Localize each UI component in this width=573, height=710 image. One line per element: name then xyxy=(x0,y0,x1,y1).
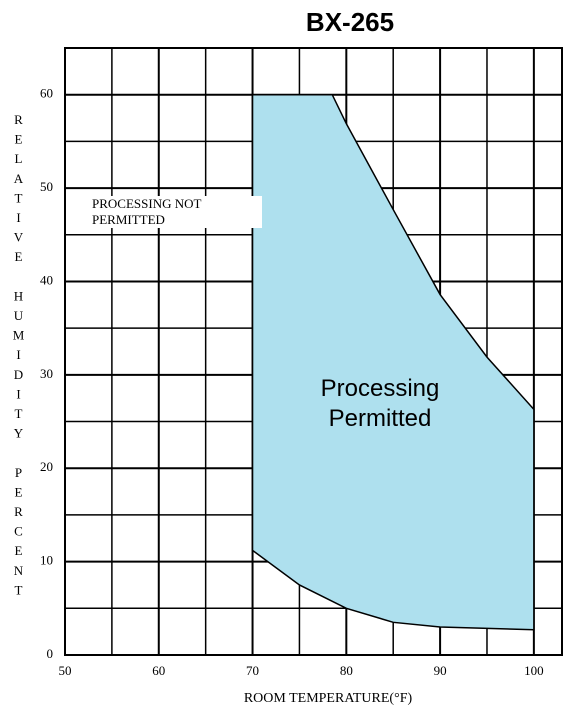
x-tick-label: 60 xyxy=(152,663,165,678)
x-axis-label: ROOM TEMPERATURE(°F) xyxy=(244,691,413,706)
x-tick-label: 80 xyxy=(340,663,353,678)
page: BX-265 ROOM TEMPERATURE(°F) 50 60 70 80 90 10… xyxy=(0,0,573,710)
y-tick-label: 20 xyxy=(40,459,53,474)
y-tick-label: 60 xyxy=(40,86,53,101)
x-tick-label: 70 xyxy=(246,663,259,678)
x-tick-label: 90 xyxy=(434,663,447,678)
chart-title: BX-265 xyxy=(306,7,394,37)
y-tick-label: 30 xyxy=(40,366,53,381)
y-axis-label: RELATIVE HUMIDITY PERCENT xyxy=(10,112,26,602)
y-tick-label: 10 xyxy=(40,553,53,568)
y-tick-label: 0 xyxy=(47,646,54,661)
x-tick-label: 100 xyxy=(524,663,544,678)
annotation: PROCESSING NOT PERMITTED xyxy=(90,196,262,228)
chart: BX-265 ROOM TEMPERATURE(°F) 50 60 70 80 90 10… xyxy=(0,0,573,710)
y-tick-label: 50 xyxy=(40,179,53,194)
y-tick-label: 40 xyxy=(40,272,53,287)
x-tick-label: 50 xyxy=(59,663,72,678)
